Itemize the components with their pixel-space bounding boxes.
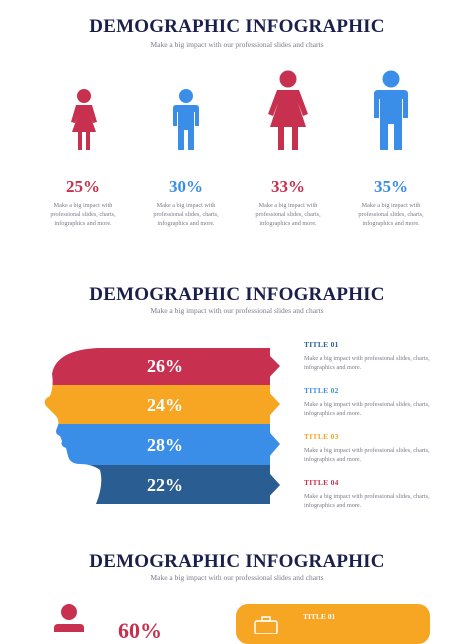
percent-label: 33%: [271, 177, 305, 196]
figure-description: Make a big impact with professional slide…: [358, 202, 424, 227]
band-3: [44, 424, 270, 465]
big-percent: 60%: [118, 618, 162, 643]
percent-label: 35%: [374, 177, 408, 196]
item-description: Make a big impact with professional slid…: [304, 493, 430, 509]
percent-label: 30%: [169, 177, 203, 196]
male-figure-icon: [173, 89, 199, 150]
band-2: [44, 385, 270, 424]
head-profile-chart: [44, 348, 280, 504]
section-1-subtitle: Make a big impact with our professional …: [150, 40, 324, 49]
band-1: [44, 348, 270, 385]
band-3-arrow: [262, 424, 280, 465]
section-2-subtitle: Make a big impact with our professional …: [150, 306, 324, 315]
section-1-title: DEMOGRAPHIC INFOGRAPHIC: [89, 16, 385, 37]
band-percent: 28%: [147, 435, 183, 455]
female-figure-icon: [268, 70, 308, 150]
figure-description: Make a big impact with professional slide…: [255, 202, 321, 227]
card-title: TITLE 01: [303, 612, 336, 621]
briefcase-icon: [254, 616, 278, 634]
item-description: Make a big impact with professional slid…: [304, 401, 430, 417]
item-description: Make a big impact with professional slid…: [304, 447, 430, 463]
person-icon: [54, 604, 84, 632]
item-title: TITLE 01: [304, 340, 339, 349]
percent-label: 25%: [66, 177, 100, 196]
band-4-arrow: [262, 465, 280, 504]
item-title: TITLE 04: [304, 478, 339, 487]
band-percent: 26%: [147, 356, 183, 376]
item-description: Make a big impact with professional slid…: [304, 355, 430, 371]
female-figure-icon: [71, 89, 97, 150]
band-percent: 24%: [147, 395, 183, 415]
item-title: TITLE 03: [304, 432, 339, 441]
band-1-arrow: [262, 348, 280, 385]
figure-description: Make a big impact with professional slide…: [50, 202, 116, 227]
band-2-arrow: [262, 385, 280, 424]
male-figure-icon: [374, 70, 408, 150]
section-3-subtitle: Make a big impact with our professional …: [150, 573, 324, 582]
section-3-title: DEMOGRAPHIC INFOGRAPHIC: [89, 551, 385, 572]
band-percent: 22%: [147, 475, 183, 495]
figure-description: Make a big impact with professional slide…: [153, 202, 219, 227]
item-title: TITLE 02: [304, 386, 339, 395]
section-2-title: DEMOGRAPHIC INFOGRAPHIC: [89, 284, 385, 305]
